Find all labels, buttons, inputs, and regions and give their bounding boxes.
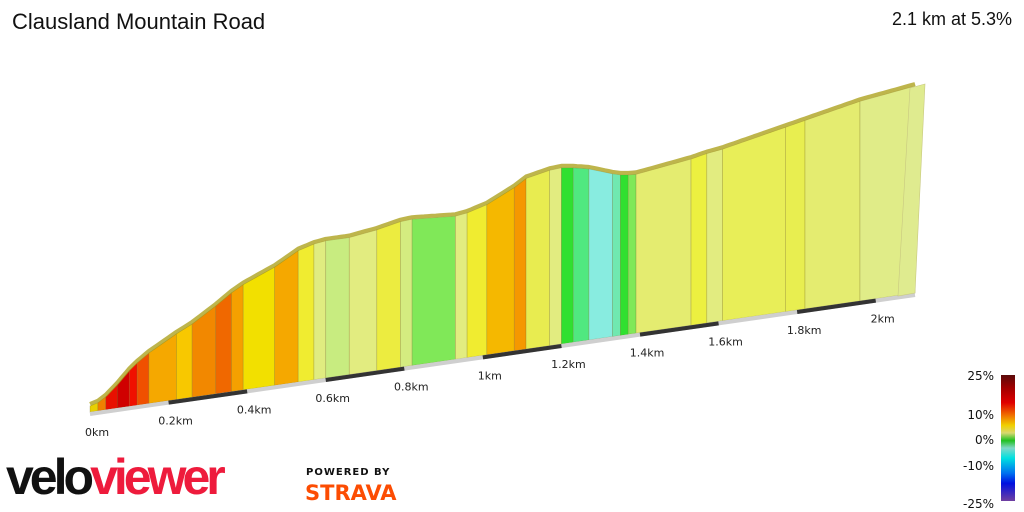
gradient-band (612, 173, 621, 338)
profile-end-face (897, 83, 926, 297)
gradient-band (785, 119, 806, 313)
gradient-band (274, 249, 299, 386)
x-tick-label: 0.2km (158, 415, 193, 428)
gradient-band (804, 100, 861, 310)
gradient-band (690, 153, 708, 326)
gradient-band (486, 186, 515, 356)
logo-velo: velo (6, 449, 94, 505)
powered-by-label: POWERED BY (306, 467, 391, 478)
gradient-band (297, 243, 315, 383)
x-tick-label: 0.6km (315, 392, 350, 405)
legend-label-0: 0% (974, 433, 994, 447)
x-tick-label: 0.4km (237, 403, 272, 416)
x-tick-label: 1.8km (787, 324, 822, 337)
gradient-band (706, 148, 723, 324)
legend-label-minus25: -25% (962, 497, 994, 511)
gradient-band (215, 292, 232, 395)
legend-label-10: 10% (967, 408, 994, 422)
gradient-band (635, 158, 692, 334)
x-tick-label: 1km (478, 369, 502, 382)
strava-logo: STRAVA (305, 481, 397, 505)
x-tick-label: 1.6km (708, 335, 743, 348)
gradient-band (549, 167, 562, 347)
legend-label-25: 25% (967, 369, 994, 383)
gradient-band (411, 215, 456, 366)
gradient-bands (89, 85, 916, 413)
gradient-band (400, 218, 413, 368)
gradient-band (466, 204, 488, 359)
axis-scale-bar (796, 298, 876, 314)
distance-axis: 0km 0.2km 0.4km 0.6km 0.8km 1km 1.2km 1.4km 1.6k… (85, 293, 916, 439)
gradient-band (376, 221, 401, 372)
gradient-band (148, 333, 177, 404)
x-tick-label: 0km (85, 426, 109, 439)
gradient-band (722, 126, 786, 322)
x-tick-label: 0.8km (394, 381, 429, 394)
x-tick-label: 1.4km (630, 347, 665, 360)
gradient-band (525, 169, 550, 350)
axis-scale-bar (325, 366, 405, 382)
veloviewer-logo: veloviewer (6, 449, 226, 505)
segment-summary: 2.1 km at 5.3% (891, 9, 1012, 29)
gradient-band (231, 283, 244, 393)
profile-top-edge (89, 82, 916, 406)
axis-scale-bar (639, 321, 719, 337)
gradient-band (348, 229, 378, 376)
gradient-band (325, 237, 350, 379)
gradient-band (620, 174, 629, 336)
x-tick-label: 1.2km (551, 358, 586, 371)
gradient-band (313, 240, 327, 381)
gradient-band (176, 323, 193, 400)
gradient-band (513, 177, 527, 352)
logo-viewer: viewer (90, 449, 226, 505)
gradient-band (627, 173, 637, 335)
x-tick-label: 2km (871, 313, 895, 326)
gradient-band (455, 212, 468, 360)
axis-scale-bar (482, 344, 562, 360)
legend-label-minus10: -10% (962, 459, 994, 473)
axis-scale-bar (168, 389, 248, 405)
gradient-band (572, 167, 590, 343)
gradient-band (561, 167, 574, 345)
gradient-band (588, 168, 613, 341)
gradient-band (242, 266, 275, 391)
segment-title: Clausland Mountain Road (12, 9, 266, 34)
gradient-color-scale (1001, 375, 1015, 501)
